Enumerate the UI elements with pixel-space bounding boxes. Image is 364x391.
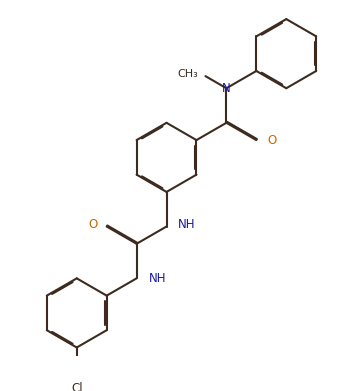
Text: O: O: [88, 218, 98, 231]
Text: O: O: [267, 134, 277, 147]
Text: CH₃: CH₃: [177, 69, 198, 79]
Text: NH: NH: [178, 218, 196, 231]
Text: Cl: Cl: [71, 382, 83, 391]
Text: NH: NH: [149, 272, 166, 285]
Text: N: N: [222, 82, 231, 95]
